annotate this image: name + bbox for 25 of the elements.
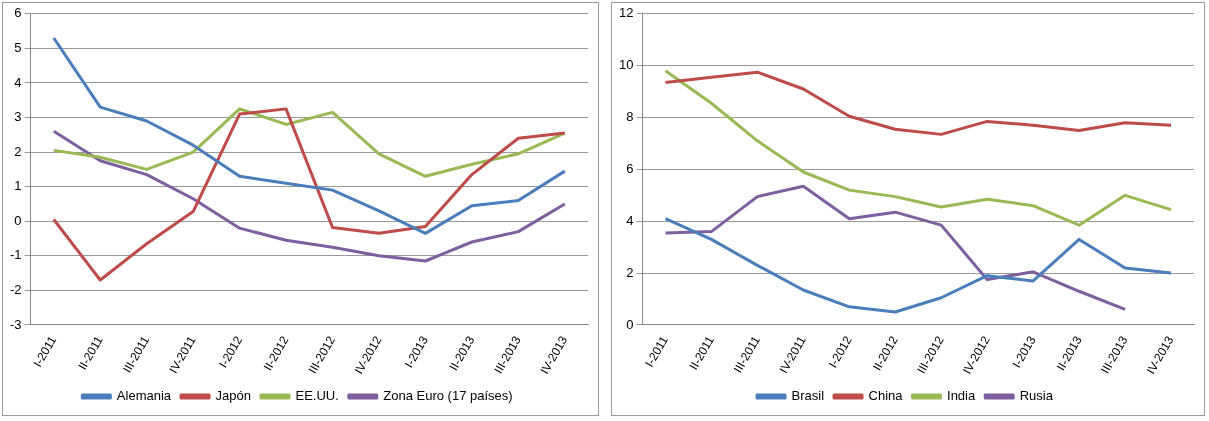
- y-tick-label: 5: [14, 39, 22, 55]
- legend-label: China: [868, 388, 904, 404]
- y-tick-label: 6: [626, 160, 634, 176]
- y-tick-label: 4: [626, 212, 634, 228]
- y-tick-label: 2: [626, 264, 634, 280]
- y-tick-label: 4: [14, 74, 22, 90]
- y-tick-label: 10: [618, 57, 634, 73]
- y-tick-label: -2: [10, 281, 22, 297]
- legend-label: Rusia: [1019, 388, 1054, 404]
- legend-label: EE.UU.: [295, 388, 339, 404]
- y-tick-label: 2: [14, 143, 22, 159]
- y-tick-label: 0: [626, 316, 634, 332]
- legend-label: Brasil: [791, 388, 825, 404]
- y-tick-label: 0: [14, 212, 22, 228]
- y-tick-label: -3: [10, 316, 22, 332]
- y-tick-label: 3: [14, 109, 22, 125]
- y-tick-label: 6: [14, 5, 22, 21]
- legend-label: Alemania: [116, 388, 172, 404]
- legend-label: Japón: [215, 388, 251, 404]
- y-tick-label: 1: [14, 178, 22, 194]
- y-tick-label: 12: [618, 5, 634, 21]
- y-tick-label: 8: [626, 109, 634, 125]
- y-tick-label: -1: [10, 247, 22, 263]
- legend-label: Zona Euro (17 países): [383, 388, 513, 404]
- legend-label: India: [947, 388, 976, 404]
